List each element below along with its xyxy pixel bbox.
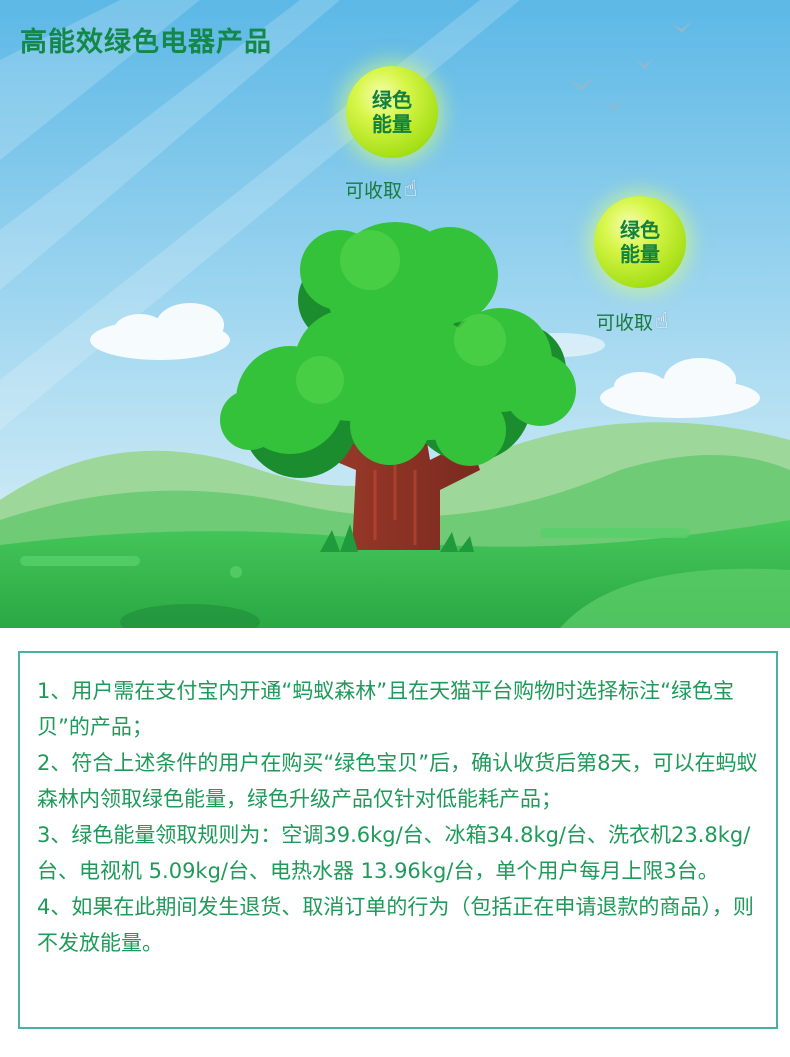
collect-prompt[interactable]: 可收取 ☝	[345, 176, 417, 203]
rule-item: 2、符合上述条件的用户在购买“绿色宝贝”后，确认收货后第8天，可以在蚂蚁森林内领…	[37, 751, 758, 811]
tree	[220, 222, 576, 552]
collect-prompt[interactable]: 可收取 ☝	[596, 308, 668, 335]
collect-text: 可收取	[596, 312, 654, 334]
grass-field	[0, 520, 790, 628]
rule-item: 4、如果在此期间发生退货、取消订单的行为（包括正在申请退款的商品），则不发放能量…	[37, 895, 754, 955]
birds-icon	[570, 21, 692, 111]
green-energy-ball[interactable]: 绿色能量	[346, 66, 438, 158]
page-title: 高能效绿色电器产品	[20, 27, 272, 58]
rules-box: 1、用户需在支付宝内开通“蚂蚁森林”且在天猫平台购物时选择标注“绿色宝贝”的产品…	[18, 651, 778, 1029]
pointing-hand-icon: ☝	[655, 309, 669, 334]
green-energy-ball[interactable]: 绿色能量	[594, 196, 686, 288]
rule-item: 1、用户需在支付宝内开通“蚂蚁森林”且在天猫平台购物时选择标注“绿色宝贝”的产品…	[37, 679, 734, 739]
clouds	[90, 303, 760, 418]
collect-text: 可收取	[345, 180, 403, 202]
rule-item: 3、绿色能量领取规则为：空调39.6kg/台、冰箱34.8kg/台、洗衣机23.…	[37, 823, 751, 883]
energy-ball-label: 绿色能量	[620, 218, 660, 266]
forest-banner: 高能效绿色电器产品 绿色能量 可收取 ☝ 绿色能量 可收取 ☝	[0, 0, 790, 628]
energy-ball-label: 绿色能量	[372, 88, 412, 136]
pointing-hand-icon: ☝	[404, 177, 418, 202]
